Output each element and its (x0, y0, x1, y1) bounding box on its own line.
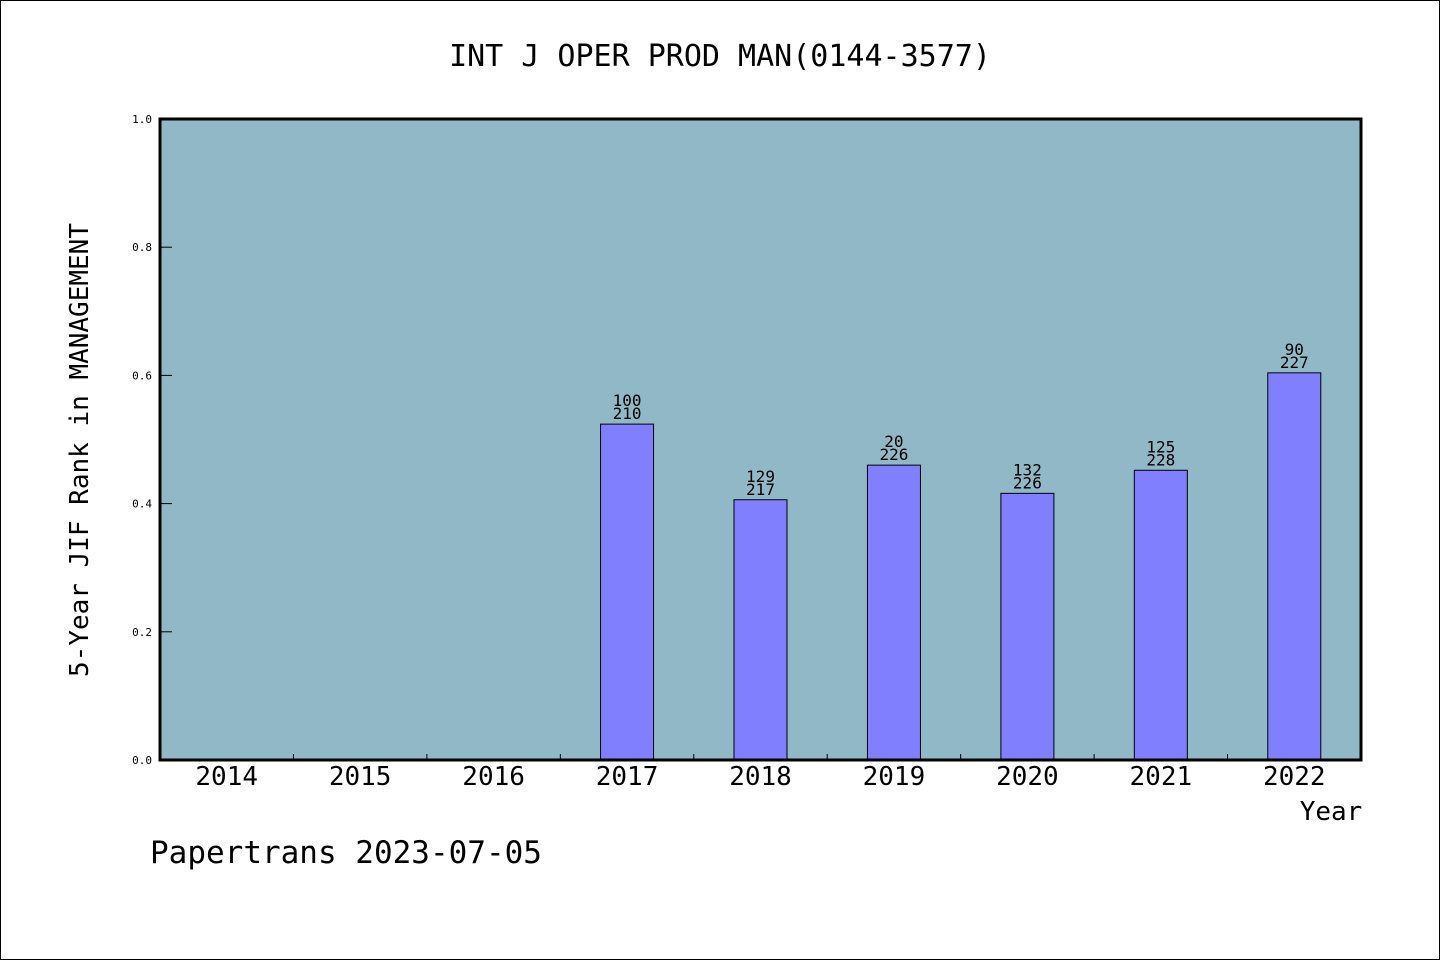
x-tick-label: 2014 (195, 762, 258, 792)
bar-rank-label: 132 (1013, 460, 1042, 479)
x-tick-label: 2018 (729, 762, 792, 792)
x-axis-label: Year (1300, 797, 1363, 827)
bar-rank-label: 90 (1285, 340, 1304, 359)
y-tick-label: 0.0 (132, 754, 152, 767)
footer-credit: Papertrans 2023-07-05 (150, 835, 542, 871)
y-tick-label: 0.6 (132, 369, 152, 382)
x-tick-label: 2019 (863, 762, 926, 792)
bar-total-label: 228 (1146, 450, 1175, 469)
bar (600, 423, 655, 761)
bar-total-label: 227 (1280, 353, 1309, 372)
bar-total-label: 226 (1013, 473, 1042, 492)
x-tick-label: 2020 (996, 762, 1059, 792)
x-tick-label: 2022 (1263, 762, 1326, 792)
bar (1000, 492, 1055, 761)
y-axis-label: 5-Year JIF Rank in MANAGEMENT (65, 223, 95, 677)
bar (1133, 469, 1188, 761)
x-tick-label: 2017 (596, 762, 659, 792)
bar-rank-label: 129 (746, 467, 775, 486)
x-tick-label: 2021 (1130, 762, 1193, 792)
y-tick-label: 0.4 (132, 498, 152, 511)
y-tick-label: 0.8 (132, 241, 152, 254)
chart-title: INT J OPER PROD MAN(0144-3577) (449, 39, 991, 74)
bar (1267, 372, 1322, 761)
bar (733, 499, 788, 761)
bar-rank-label: 100 (613, 391, 642, 410)
plot-border (158, 117, 1363, 762)
bar-rank-label: 20 (884, 432, 903, 451)
y-tick-label: 0.2 (132, 626, 152, 639)
axes-layer: 0.0 0.2 0.4 0.6 0.8 1.0 2014 2015 2016 2017 2018 20… (132, 113, 1363, 792)
x-tick-label: 2016 (462, 762, 525, 792)
bar (866, 464, 921, 761)
x-tick-label: 2015 (329, 762, 392, 792)
bar-total-label: 217 (746, 480, 775, 499)
y-tick-label: 1.0 (132, 113, 152, 126)
bar-total-label: 210 (613, 404, 642, 423)
bar-rank-label: 125 (1146, 437, 1175, 456)
bar-total-label: 226 (879, 445, 908, 464)
